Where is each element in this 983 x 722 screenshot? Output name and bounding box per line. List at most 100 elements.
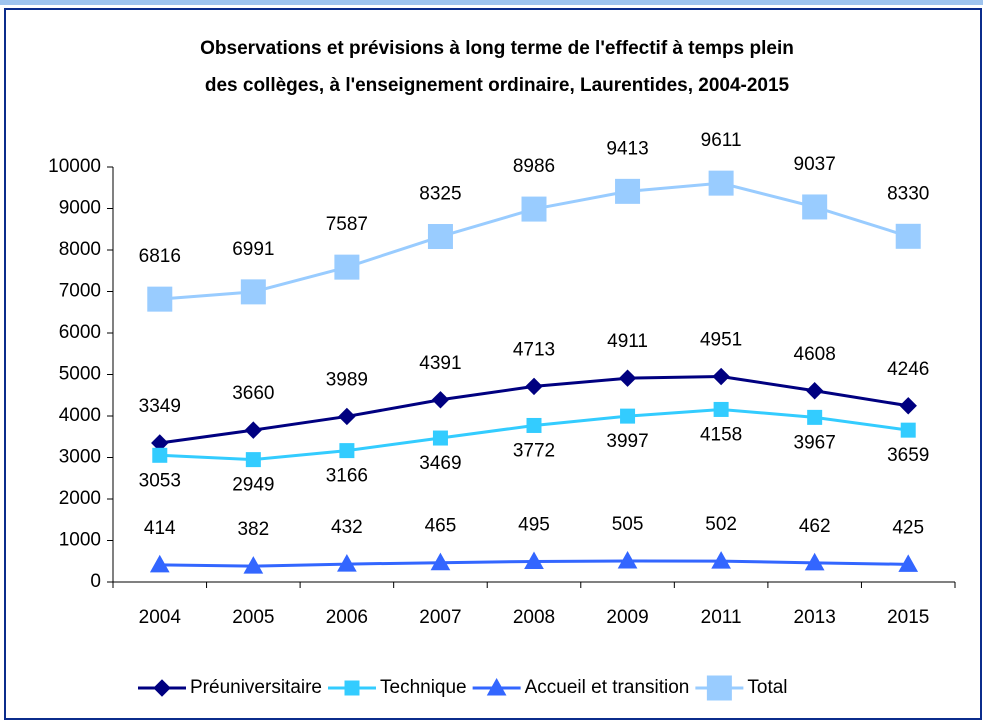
marker	[430, 552, 451, 571]
data-label: 3967	[794, 432, 836, 453]
data-label: 425	[892, 517, 924, 538]
y-tick-label: 10000	[48, 156, 101, 177]
data-label: 3469	[419, 453, 461, 474]
marker	[804, 552, 825, 571]
marker	[617, 551, 638, 569]
y-tick-label: 7000	[59, 281, 101, 302]
marker	[427, 224, 453, 250]
data-label: 495	[518, 514, 550, 535]
legend-marker	[344, 680, 360, 696]
legend-marker	[706, 675, 732, 701]
data-label: 4911	[607, 331, 648, 352]
marker	[244, 421, 263, 439]
data-label: 3660	[232, 383, 274, 404]
legend-label: Technique	[380, 677, 467, 698]
marker	[708, 170, 734, 196]
legend-marker	[153, 679, 171, 697]
x-tick-label: 2011	[701, 607, 742, 628]
data-label: 382	[237, 519, 269, 540]
y-tick-label: 4000	[59, 405, 101, 426]
y-tick-label: 8000	[59, 239, 101, 260]
data-label: 3349	[139, 396, 181, 417]
y-tick-label: 0	[90, 571, 101, 592]
marker	[524, 551, 544, 569]
marker	[615, 178, 641, 204]
legend-marker	[486, 677, 507, 696]
marker	[339, 443, 355, 459]
data-label: 4391	[419, 353, 461, 374]
y-tick-label: 3000	[59, 447, 101, 468]
marker	[147, 286, 173, 312]
data-label: 3166	[326, 466, 368, 487]
marker	[243, 556, 264, 574]
marker	[900, 422, 916, 438]
data-label: 4158	[700, 424, 742, 445]
data-label: 8325	[419, 184, 461, 205]
marker	[337, 554, 357, 572]
data-label: 2949	[232, 475, 274, 496]
chart-title: Observations et prévisions à long terme …	[200, 38, 794, 59]
data-label: 6991	[232, 239, 274, 260]
data-label: 6816	[139, 246, 181, 267]
marker	[240, 279, 266, 305]
marker	[711, 551, 731, 569]
x-tick-label: 2015	[887, 607, 929, 628]
data-label: 3772	[513, 440, 555, 461]
chart-title: des collèges, à l'enseignement ordinaire…	[205, 75, 790, 96]
y-tick-label: 9000	[59, 198, 101, 219]
y-tick-label: 2000	[59, 488, 101, 509]
frame	[4, 8, 982, 720]
marker	[245, 452, 261, 468]
top-band	[0, 0, 983, 5]
x-tick-label: 2007	[419, 607, 461, 628]
data-label: 4951	[700, 330, 742, 351]
x-tick-label: 2008	[513, 607, 555, 628]
legend-label: Accueil et transition	[525, 677, 690, 698]
marker	[526, 417, 542, 433]
marker	[525, 377, 543, 396]
marker	[338, 407, 356, 426]
data-label: 9037	[794, 154, 836, 175]
data-label: 9413	[606, 138, 648, 159]
x-tick-label: 2004	[139, 607, 182, 628]
data-label: 4608	[794, 344, 836, 365]
marker	[431, 391, 450, 409]
data-label: 502	[705, 514, 737, 535]
y-tick-label: 6000	[59, 322, 101, 343]
marker	[334, 254, 360, 280]
marker	[432, 430, 448, 446]
marker	[713, 401, 729, 417]
data-label: 465	[425, 516, 457, 537]
marker	[805, 382, 824, 400]
x-tick-label: 2013	[794, 607, 836, 628]
data-label: 505	[612, 514, 644, 535]
legend-label: Préuniversitaire	[190, 677, 322, 698]
x-tick-label: 2005	[232, 607, 274, 628]
data-label: 9611	[701, 130, 742, 151]
marker	[899, 397, 917, 415]
data-label: 462	[799, 516, 831, 537]
marker	[898, 554, 919, 572]
marker	[618, 369, 637, 387]
data-label: 3053	[139, 470, 181, 491]
data-label: 432	[331, 517, 363, 538]
data-label: 3997	[606, 431, 648, 452]
data-label: 8330	[887, 183, 929, 204]
data-label: 8986	[513, 156, 555, 177]
marker	[152, 447, 168, 463]
marker	[802, 194, 828, 220]
y-tick-label: 5000	[59, 364, 101, 385]
marker	[807, 409, 823, 425]
data-label: 3659	[887, 445, 929, 466]
data-label: 4246	[887, 359, 929, 380]
marker	[521, 196, 547, 222]
x-tick-label: 2009	[606, 607, 648, 628]
data-label: 3989	[326, 369, 368, 390]
y-tick-label: 1000	[59, 530, 101, 551]
marker	[712, 367, 730, 386]
marker	[895, 223, 921, 249]
data-label: 414	[144, 518, 176, 539]
marker	[149, 554, 170, 573]
